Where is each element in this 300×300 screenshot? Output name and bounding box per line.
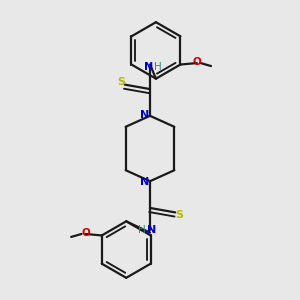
Text: H: H [154,62,162,72]
Text: S: S [175,210,183,220]
Text: H: H [138,225,146,235]
Text: N: N [144,62,153,72]
Text: N: N [140,177,149,187]
Text: O: O [192,57,201,67]
Text: N: N [147,225,156,235]
Text: O: O [81,228,90,238]
Text: S: S [117,77,125,87]
Text: N: N [140,110,149,120]
